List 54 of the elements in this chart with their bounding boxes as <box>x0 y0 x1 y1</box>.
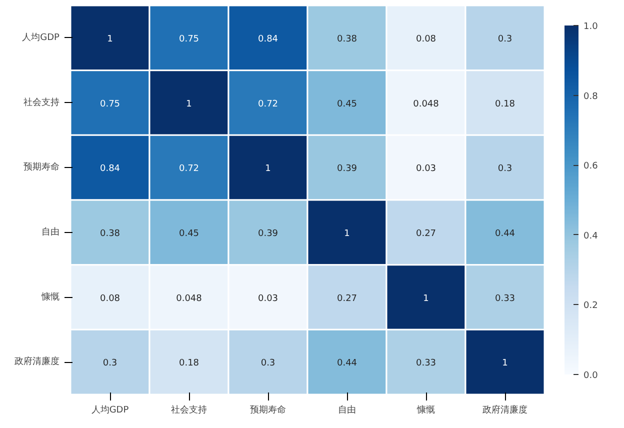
color-bar-label: 0.0 <box>584 371 598 381</box>
data-label: 0.84 <box>100 164 120 174</box>
x-tick-label: 社会支持 <box>171 404 207 416</box>
data-label: 0.39 <box>336 164 358 174</box>
data-label: 0.39 <box>258 228 278 239</box>
y-tick-label: 慷慨 <box>40 291 60 302</box>
y-tick-label: 政府清廉度 <box>14 356 60 368</box>
data-label: 0.3 <box>102 358 118 369</box>
data-label: 0.3 <box>498 34 512 44</box>
data-label: 0.33 <box>494 294 516 304</box>
x-tick-label: 人均GDP <box>91 404 130 416</box>
color-bar-label: 1.0 <box>584 22 598 32</box>
color-bar-label: 0.4 <box>584 231 598 242</box>
data-label: 1 <box>502 358 508 369</box>
data-label: 0.38 <box>336 34 358 44</box>
x-tick-label: 政府清廉度 <box>482 404 528 416</box>
y-tick-label: 自由 <box>42 226 60 238</box>
data-label: 0.75 <box>178 34 200 44</box>
data-label: 1 <box>423 294 429 304</box>
data-label: 0.08 <box>100 294 120 304</box>
data-label: 0.33 <box>416 358 436 369</box>
data-label: 0.44 <box>494 228 516 239</box>
data-label: 0.84 <box>258 34 278 44</box>
data-label: 1 <box>107 34 113 44</box>
data-label: 0.08 <box>416 34 436 44</box>
data-label: 0.38 <box>100 228 120 239</box>
data-label: 0.03 <box>258 294 278 304</box>
data-label: 1 <box>186 99 192 110</box>
y-tick-label: 预期寿命 <box>24 162 60 173</box>
data-label: 0.44 <box>336 358 358 369</box>
y-tick-label: 社会支持 <box>24 96 60 108</box>
color-bar-label: 0.2 <box>584 301 598 312</box>
data-label: 0.048 <box>176 294 202 304</box>
x-tick-label: 慷慨 <box>416 404 435 416</box>
data-label: 0.18 <box>178 358 200 369</box>
y-tick-label: 人均GDP <box>22 32 60 43</box>
data-label: 0.45 <box>336 99 358 110</box>
data-label: 0.03 <box>416 164 436 174</box>
data-label: 0.27 <box>336 294 358 304</box>
data-label: 0.75 <box>100 99 120 110</box>
data-label: 1 <box>265 164 271 174</box>
data-label: 0.45 <box>178 228 200 239</box>
x-tick-label: 自由 <box>338 404 356 416</box>
data-label: 1 <box>344 228 350 239</box>
data-label: 0.048 <box>413 99 440 110</box>
data-label: 0.72 <box>178 164 200 174</box>
data-label: 0.3 <box>260 358 276 369</box>
color-bar-label: 0.8 <box>584 92 598 102</box>
data-label: 0.3 <box>498 164 512 174</box>
data-label: 0.27 <box>416 228 436 239</box>
x-tick-label: 预期寿命 <box>250 404 286 416</box>
data-label: 0.72 <box>258 99 278 110</box>
data-label: 0.18 <box>494 99 516 110</box>
color-bar-label: 0.6 <box>584 162 598 172</box>
